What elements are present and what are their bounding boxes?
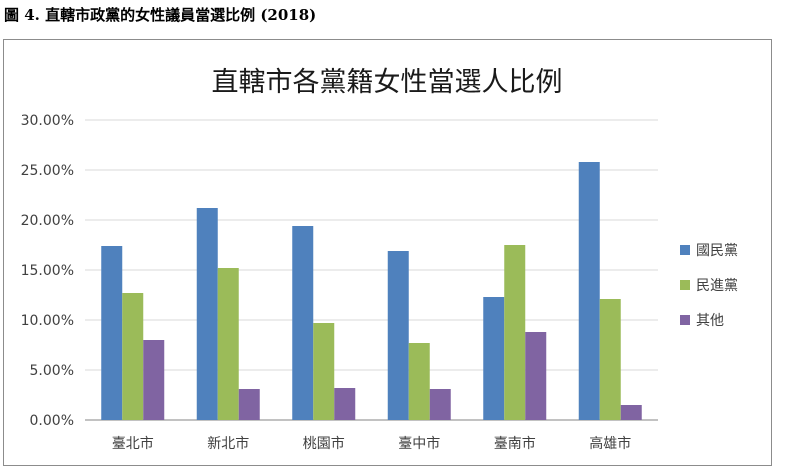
x-tick-label: 臺北市: [112, 435, 154, 452]
bar-其他: [238, 389, 260, 420]
legend-swatch: [680, 245, 690, 255]
bar-國民黨: [101, 246, 123, 420]
x-tick-label: 高雄市: [589, 435, 631, 452]
y-axis-ticks: 0.00% 5.00% 10.00% 15.00% 20.00% 25.00% 30.00%: [21, 113, 74, 429]
bar-國民黨: [387, 251, 409, 420]
bar-民進黨: [599, 299, 621, 420]
bar-其他: [334, 388, 356, 420]
bar-民進黨: [122, 293, 144, 420]
y-tick-label: 25.00%: [21, 163, 74, 179]
bar-國民黨: [483, 297, 505, 420]
bar-其他: [429, 389, 451, 420]
bar-民進黨: [313, 323, 335, 420]
legend-swatch: [680, 280, 690, 290]
figure-caption: 圖 4. 直轄市政黨的女性議員當選比例 (2018): [4, 6, 317, 24]
y-tick-label: 5.00%: [30, 363, 74, 379]
chart-title: 直轄市各黨籍女性當選人比例: [212, 67, 563, 98]
bar-民進黨: [408, 343, 430, 420]
legend-label: 民進黨: [696, 278, 738, 294]
gridlines: [85, 119, 658, 421]
legend-label: 國民黨: [696, 243, 738, 259]
legend-swatch: [680, 315, 690, 325]
y-tick-label: 20.00%: [21, 213, 74, 229]
x-tick-label: 新北市: [207, 435, 249, 452]
x-tick-label: 臺中市: [398, 435, 440, 452]
y-tick-label: 30.00%: [21, 113, 74, 129]
bar-國民黨: [578, 162, 600, 420]
bar-民進黨: [217, 268, 239, 420]
y-tick-label: 15.00%: [21, 263, 74, 279]
y-tick-label: 10.00%: [21, 313, 74, 329]
bar-國民黨: [196, 208, 218, 420]
x-tick-label: 桃園市: [303, 435, 345, 452]
bars: [101, 162, 642, 420]
legend-label: 其他: [696, 313, 724, 329]
y-tick-label: 0.00%: [30, 413, 74, 429]
bar-其他: [525, 332, 547, 420]
bar-國民黨: [292, 226, 314, 420]
bar-民進黨: [504, 245, 526, 420]
x-tick-label: 臺南市: [494, 435, 536, 452]
bar-其他: [143, 340, 165, 420]
bar-其他: [620, 405, 642, 420]
x-axis-ticks: 臺北市 新北市 桃園市 臺中市 臺南市 高雄市: [112, 435, 632, 452]
